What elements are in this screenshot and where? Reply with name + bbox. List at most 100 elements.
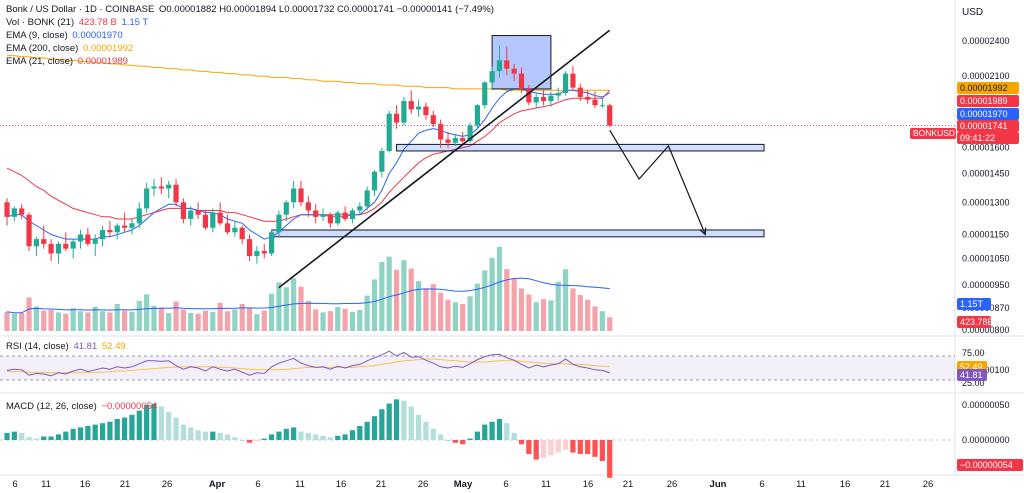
currency-label[interactable]: USD	[962, 7, 984, 18]
candle-body	[607, 105, 613, 126]
macd-histogram-bar	[144, 405, 150, 440]
macd-histogram-bar	[33, 438, 39, 440]
macd-tick-label: 0.00000050	[962, 400, 1010, 410]
candle-body	[11, 208, 17, 217]
candle-body	[276, 214, 282, 233]
macd-histogram-bar	[173, 417, 179, 440]
ema200-price-tag: 0.00001992	[957, 82, 1019, 95]
candle-body	[482, 82, 488, 106]
macd-histogram-bar	[195, 430, 201, 440]
ema200-legend[interactable]: EMA (200, close) 0.00001992	[6, 42, 133, 55]
volume-bar	[246, 307, 253, 331]
ema21-legend[interactable]: EMA (21, close) 0.00001989	[6, 55, 128, 68]
time-axis-label: 11	[796, 479, 806, 490]
macd-histogram-bar	[445, 440, 451, 441]
volume-bar	[349, 311, 356, 331]
volume-bar	[599, 311, 605, 331]
volume-ma-value: 1.15 T	[121, 17, 149, 28]
volume-bar	[511, 278, 517, 331]
symbol-title[interactable]: Bonk / US Dollar · 1D · COINBASE	[6, 4, 155, 15]
volume-bar	[92, 307, 98, 331]
macd-value-tag: −0.00000054	[957, 459, 1023, 471]
macd-histogram-bar	[291, 427, 297, 440]
candle-body	[261, 251, 267, 254]
candle-body	[371, 171, 378, 191]
macd-histogram-bar	[26, 437, 32, 440]
volume-bar	[533, 302, 539, 331]
macd-histogram-bar	[269, 434, 275, 440]
candle-body	[92, 239, 98, 244]
ema200-value: 0.00001992	[82, 43, 134, 54]
time-axis-label: May	[454, 479, 473, 490]
volume-bar	[11, 313, 17, 331]
volume-bar	[224, 311, 231, 331]
volume-bar	[48, 310, 54, 331]
macd-histogram-bar	[180, 424, 186, 440]
macd-histogram-bar	[430, 428, 436, 440]
time-axis-label: 16	[840, 479, 851, 490]
candle-body	[474, 105, 480, 126]
price-tick-label: 0.00002100	[962, 71, 1010, 81]
candle-body	[416, 106, 422, 110]
candle-body	[158, 186, 164, 189]
price-tick-label: 0.00000950	[962, 280, 1010, 290]
candle-body	[393, 113, 400, 123]
candle-body	[19, 208, 25, 215]
candle-body	[379, 150, 385, 172]
projection-path	[609, 129, 706, 235]
candle-body	[592, 99, 598, 106]
macd-histogram-bar	[482, 424, 488, 440]
macd-histogram-bar	[585, 440, 591, 454]
volume-bar	[129, 311, 135, 331]
ema9-legend[interactable]: EMA (9, close) 0.00001970	[6, 29, 123, 42]
candle-body	[41, 239, 47, 244]
candle-body	[577, 87, 583, 97]
rsi-legend[interactable]: RSI (14, close) 41.81 52.49	[6, 341, 126, 352]
ema200-label: EMA (200, close)	[6, 43, 79, 54]
volume-bar	[107, 312, 113, 331]
macd-histogram-bar	[526, 440, 532, 454]
volume-bar	[401, 260, 407, 331]
time-axis-label: 6	[12, 479, 17, 490]
macd-histogram-bar	[41, 436, 47, 440]
macd-histogram-bar	[313, 434, 319, 440]
candle-body	[401, 101, 407, 123]
candle-body	[63, 243, 69, 249]
candle-body	[438, 124, 444, 140]
time-axis-label: 26	[418, 479, 429, 490]
macd-histogram-bar	[401, 400, 407, 440]
candle-body	[570, 73, 576, 88]
volume-bar	[460, 304, 466, 331]
volume-bar	[269, 293, 275, 331]
volume-bar	[158, 307, 164, 331]
macd-legend[interactable]: MACD (12, 26, close) −0.00000054	[6, 401, 157, 412]
rsi-ma-line	[7, 358, 610, 374]
candle-body	[180, 202, 186, 219]
macd-histogram-bar	[393, 399, 400, 440]
candle-body	[99, 229, 106, 240]
price-tick-label: 0.00002400	[962, 36, 1010, 46]
volume-bar	[254, 314, 260, 331]
candle-body	[518, 73, 525, 89]
rsi-tick-label: 75.00	[962, 348, 985, 358]
macd-histogram-bar	[599, 440, 605, 461]
candle-body	[210, 212, 216, 228]
macd-histogram-bar	[386, 403, 392, 440]
candle-body	[305, 202, 311, 211]
candle-body	[467, 125, 473, 142]
volume-bar	[151, 305, 157, 331]
volume-bar	[327, 311, 333, 331]
macd-histogram-bar	[467, 438, 473, 440]
macd-histogram-bar	[4, 433, 10, 440]
candle-body	[136, 208, 142, 224]
candle-body	[173, 184, 179, 203]
candle-body	[239, 227, 245, 240]
candle-body	[254, 251, 260, 256]
volume-bar	[607, 317, 613, 331]
volume-bar	[55, 312, 62, 331]
macd-histogram-bar	[327, 437, 333, 440]
macd-histogram-bar	[540, 440, 547, 459]
volume-legend[interactable]: Vol · BONK (21) 423.78 B 1.15 T	[6, 16, 148, 29]
candle-body	[33, 239, 39, 247]
